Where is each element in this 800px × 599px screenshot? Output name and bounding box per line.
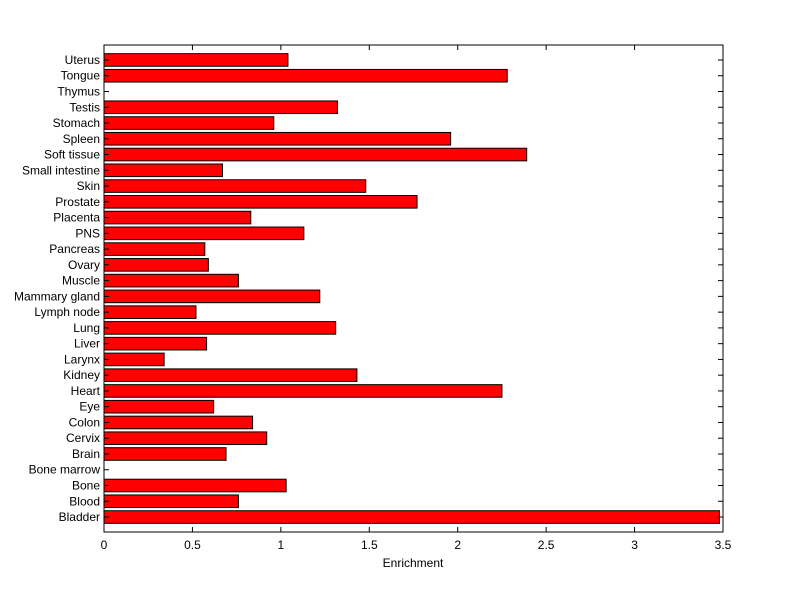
y-tick-label: Larynx [64, 352, 100, 366]
y-tick-label: Heart [71, 384, 101, 398]
y-tick-label: Kidney [63, 368, 100, 382]
y-tick-label: Uterus [65, 53, 100, 67]
bar-kidney [103, 368, 358, 382]
y-tick-label: Eye [79, 400, 100, 414]
bar-bladder [103, 510, 720, 524]
bar-pns [103, 226, 305, 241]
bar-heart [103, 384, 503, 398]
y-tick-label: Cervix [66, 431, 100, 445]
bar-uterus [103, 53, 289, 67]
y-tick-label: Blood [69, 494, 100, 508]
y-tick-label: Placenta [53, 211, 100, 225]
bar-skin [103, 179, 367, 193]
y-tick-label: Ovary [68, 258, 100, 272]
bar-bone [103, 478, 287, 493]
x-tick-label: 0.5 [184, 538, 201, 552]
y-tick-label: Liver [74, 337, 100, 351]
y-tick-label: Testis [69, 100, 100, 114]
bar-tongue [103, 68, 508, 83]
y-tick-label: Lymph node [34, 305, 100, 319]
bar-colon [103, 415, 254, 430]
x-tick-label: 2 [454, 538, 461, 552]
bar-spleen [103, 131, 452, 146]
x-tick-label: 2.5 [538, 538, 555, 552]
bar-blood [103, 494, 239, 509]
y-tick-label: Bone marrow [29, 463, 101, 477]
y-tick-label: Colon [69, 415, 100, 429]
bar-lymph-node [103, 305, 197, 319]
x-tick-label: 3 [631, 538, 638, 552]
y-tick-label: Thymus [57, 84, 100, 98]
bar-small-intestine [103, 163, 223, 178]
x-axis-title: Enrichment [383, 556, 444, 570]
bar-ovary [103, 258, 209, 272]
y-tick-label: Tongue [61, 69, 101, 83]
y-tick-label: Mammary gland [14, 289, 100, 303]
x-tick-label: 3.5 [715, 538, 732, 552]
bar-larynx [103, 352, 165, 367]
y-tick-label: Stomach [53, 116, 100, 130]
bar-eye [103, 399, 215, 414]
bar-soft-tissue [103, 147, 528, 162]
x-tick-label: 1 [278, 538, 285, 552]
bar-placenta [103, 210, 252, 225]
y-tick-label: Brain [72, 447, 100, 461]
bar-cervix [103, 431, 268, 446]
bar-muscle [103, 273, 239, 288]
y-tick-label: Bone [72, 479, 100, 493]
bar-pancreas [103, 242, 206, 256]
bars-group [103, 53, 720, 524]
y-tick-label: Spleen [63, 132, 100, 146]
x-tick-label: 1.5 [361, 538, 378, 552]
bar-lung [103, 321, 337, 335]
bar-stomach [103, 116, 275, 130]
bar-prostate [103, 195, 418, 209]
y-tick-label: Skin [77, 179, 100, 193]
y-tick-label: Muscle [62, 274, 100, 288]
y-tick-label: PNS [75, 226, 100, 240]
bar-testis [103, 100, 338, 115]
y-tick-label: Pancreas [49, 242, 100, 256]
x-ticks-group: 0 0.5 1 1.5 2 2.5 3 3.5 [101, 45, 732, 552]
y-tick-label: Prostate [55, 195, 100, 209]
y-tick-label: Bladder [59, 510, 100, 524]
y-tick-label: Soft tissue [44, 148, 100, 162]
bar-brain [103, 447, 227, 461]
y-tick-label: Lung [73, 321, 100, 335]
y-tick-label: Small intestine [22, 163, 100, 177]
bar-liver [103, 336, 208, 351]
x-tick-label: 0 [101, 538, 108, 552]
bar-mammary-gland [103, 289, 321, 304]
